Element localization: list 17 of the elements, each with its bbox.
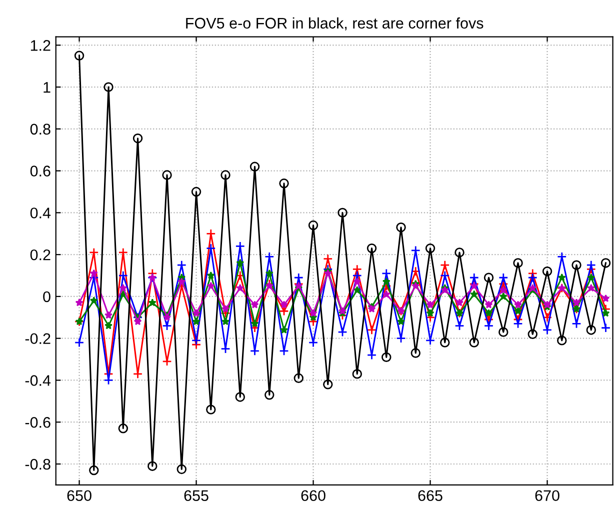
y-tick-label: 0.8 [30,124,50,135]
y-tick-label: 0.2 [30,249,50,260]
y-tick-label: 1.2 [30,40,50,51]
y-tick-label: -0.2 [25,333,50,344]
y-tick-label: -0.6 [25,416,50,428]
x-tick-label: 650 [67,490,92,502]
y-tick-label: -0.8 [25,458,50,470]
y-tick-label: 0.6 [30,166,50,177]
x-tick-label: 655 [184,490,208,502]
y-tick-label: -0.4 [25,375,51,386]
chart-title: FOV5 e-o FOR in black, rest are corner fovs [186,17,484,30]
y-tick-label: 0 [43,291,50,302]
y-tick-label: 1 [44,82,50,93]
x-tick-label: 670 [535,490,560,502]
x-tick-label: 660 [301,490,326,502]
x-tick-label: 665 [418,490,442,502]
y-tick-label: 0.4 [30,208,51,218]
